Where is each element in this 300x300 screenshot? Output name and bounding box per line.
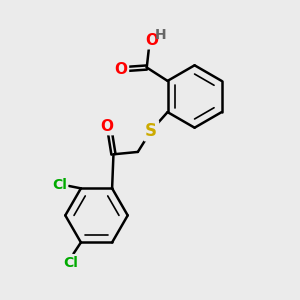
- Text: O: O: [100, 118, 113, 134]
- Text: Cl: Cl: [63, 256, 78, 270]
- Text: O: O: [145, 33, 158, 48]
- Text: S: S: [145, 122, 157, 140]
- Text: H: H: [154, 28, 166, 42]
- Text: Cl: Cl: [52, 178, 67, 192]
- Text: O: O: [114, 61, 128, 76]
